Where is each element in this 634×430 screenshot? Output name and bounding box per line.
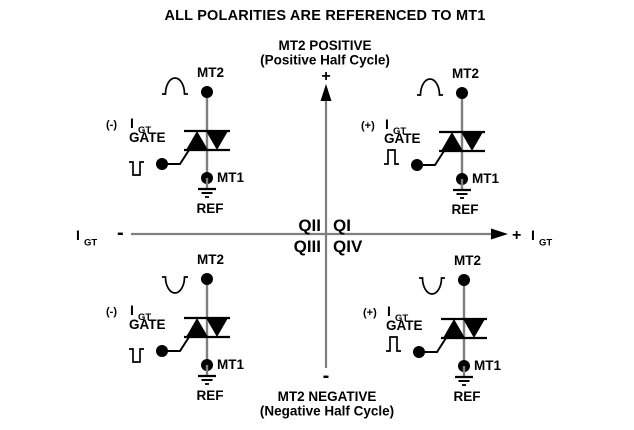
triac-symbol [184,316,230,339]
schematic-q4: MT2 (+) I GT GATE MT1 REF [363,253,501,404]
ground-icon [455,366,473,386]
gate-polarity-sign: (-) [106,119,117,131]
gate-current-subscript: GT [395,313,408,324]
bottom-axis-sublabel: (Negative Half Cycle) [260,404,394,419]
schematic-q3: MT2 (-) I GT GATE MT1 REF [106,252,244,403]
mt1-label: MT1 [217,170,244,185]
quadrant-label-q4: QIV [333,237,363,256]
gate-dot [156,158,168,170]
triac-down-triangle [461,132,483,151]
left-axis-current-subscript: GT [84,238,97,249]
left-axis-minus-sign: - [117,222,124,244]
gate-current-subscript: GT [138,312,151,323]
gate-dot [156,345,168,357]
left-axis-current-label: I [76,227,80,243]
triac-up-triangle [443,319,465,338]
vertical-axis-plus-sign: + [321,68,330,85]
triac-down-triangle [206,318,228,337]
triac-up-triangle [441,132,463,151]
ref-label: REF [197,201,224,216]
negative-half-cycle-icon [419,277,445,295]
gate-label: GATE [129,317,166,332]
right-axis-current-label: I [531,227,535,243]
negative-half-cycle-icon [162,276,188,294]
gate-polarity-sign: (+) [361,120,375,132]
up-arrowhead-icon [320,84,332,101]
mt2-terminal-dot [458,274,470,286]
mt2-terminal-dot [201,86,213,98]
triac-up-triangle [186,131,208,150]
triac-down-triangle [463,319,485,338]
gate-current-label: I [130,302,134,318]
gate-dot [411,159,423,171]
triac-symbol [441,317,487,340]
triac-symbol [184,129,230,152]
gate-label: GATE [386,318,423,333]
mt2-terminal-dot [456,87,468,99]
mt2-label: MT2 [197,65,224,80]
right-axis-current-subscript: GT [539,238,552,249]
triac-down-triangle [206,131,228,150]
ground-icon [453,179,471,199]
mt1-label: MT1 [474,358,501,373]
ground-icon [198,178,216,198]
mt2-label: MT2 [452,66,479,81]
schematic-q2: MT2 (-) I GT GATE MT1 REF [106,65,244,216]
vertical-axis-minus-sign: - [323,365,330,387]
gate-polarity-sign: (-) [106,306,117,318]
positive-half-cycle-icon [417,78,443,96]
positive-pulse-icon [384,149,399,165]
right-axis-plus-sign: + [512,227,521,244]
gate-current-label: I [130,115,134,131]
mt2-label: MT2 [197,252,224,267]
top-axis-sublabel: (Positive Half Cycle) [260,53,390,68]
bottom-axis-label: MT2 NEGATIVE [278,389,377,404]
gate-current-subscript: GT [393,126,406,137]
top-axis-label: MT2 POSITIVE [278,38,371,53]
negative-pulse-icon [129,161,144,176]
ref-label: REF [454,389,481,404]
positive-pulse-icon [386,336,401,352]
quadrant-label-q1: QI [333,216,351,235]
gate-label: GATE [384,131,421,146]
diagram-title: ALL POLARITIES ARE REFERENCED TO MT1 [164,8,485,24]
triac-symbol [439,130,485,153]
gate-current-label: I [387,303,391,319]
quadrant-label-q3: QIII [294,237,321,256]
gate-dot [413,346,425,358]
gate-current-label: I [385,116,389,132]
gate-label: GATE [129,130,166,145]
mt1-label: MT1 [217,357,244,372]
schematic-q1: MT2 (+) I GT GATE MT1 REF [361,66,499,217]
positive-half-cycle-icon [162,77,188,95]
ref-label: REF [197,388,224,403]
ref-label: REF [452,202,479,217]
mt2-label: MT2 [454,253,481,268]
mt1-label: MT1 [472,171,499,186]
gate-polarity-sign: (+) [363,307,377,319]
triac-up-triangle [186,318,208,337]
negative-pulse-icon [129,348,144,363]
right-arrowhead-icon [491,228,508,240]
quadrant-label-q2: QII [298,216,321,235]
gate-current-subscript: GT [138,125,151,136]
mt2-terminal-dot [201,273,213,285]
ground-icon [198,365,216,385]
